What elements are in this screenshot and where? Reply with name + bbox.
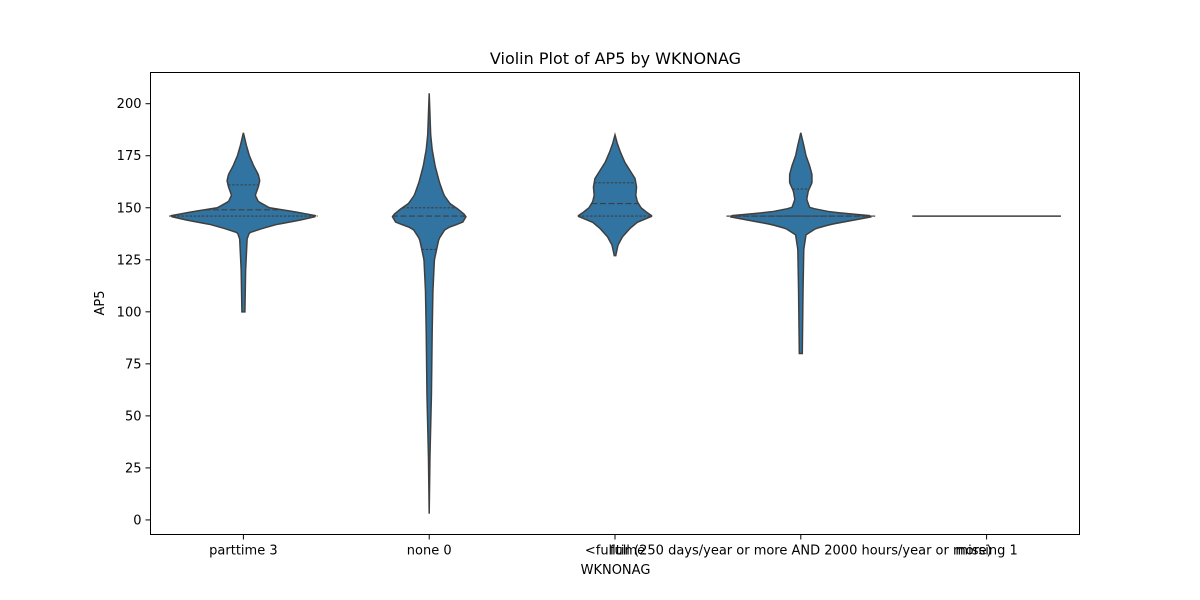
y-tick-label: 25 bbox=[125, 461, 142, 476]
x-axis-label: WKNONAG bbox=[581, 563, 651, 578]
y-tick-label: 150 bbox=[117, 201, 142, 216]
violin-group bbox=[726, 132, 876, 355]
y-tick-label: 75 bbox=[125, 357, 142, 372]
y-tick-label: 100 bbox=[117, 305, 142, 320]
violin-body bbox=[391, 93, 467, 514]
y-tick-label: 175 bbox=[117, 149, 142, 164]
violin-body bbox=[577, 131, 653, 257]
y-tick-label: 200 bbox=[117, 97, 142, 112]
y-tick-label: 0 bbox=[133, 513, 141, 528]
violins-layer bbox=[169, 93, 1061, 514]
y-tick-label: 50 bbox=[125, 409, 142, 424]
chart-title: Violin Plot of AP5 by WKNONAG bbox=[490, 49, 741, 68]
x-tick-label: full (250 days/year or more AND 2000 hou… bbox=[610, 544, 992, 559]
violin-group bbox=[391, 93, 467, 514]
violin-group bbox=[169, 132, 318, 313]
violin-body bbox=[170, 132, 317, 313]
x-tick-label: parttime 3 bbox=[209, 544, 277, 559]
x-tick-label: missing 1 bbox=[955, 544, 1017, 559]
y-axis: 0 25 50 75 100 125 150 175 200 bbox=[117, 97, 151, 528]
violin-body bbox=[729, 132, 872, 355]
y-tick-label: 125 bbox=[117, 253, 142, 268]
x-tick-label: none 0 bbox=[407, 544, 452, 559]
violin-group bbox=[577, 131, 653, 257]
x-tick-label: <fulltime bbox=[585, 544, 645, 559]
y-axis-label: AP5 bbox=[93, 290, 108, 315]
